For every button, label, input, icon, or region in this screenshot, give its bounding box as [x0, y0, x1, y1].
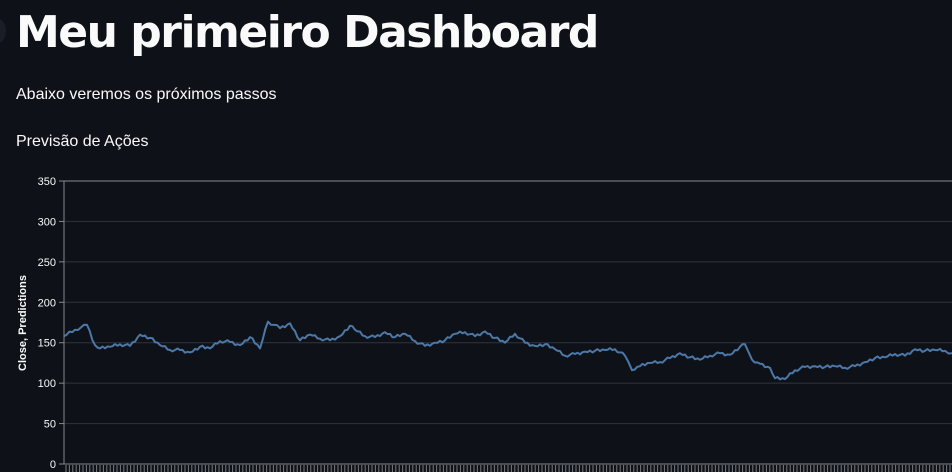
line-chart-svg[interactable]: 0 50 100 150 200 250 300 350 Close, Predictions: [0, 170, 952, 472]
sidebar-toggle-button[interactable]: [0, 18, 6, 44]
subtitle-text: Abaixo veremos os próximos passos: [16, 86, 277, 103]
y-tick-label: 100: [38, 378, 56, 390]
stock-prediction-chart[interactable]: 0 50 100 150 200 250 300 350 Close, Predictions: [0, 170, 952, 472]
y-tick-label: 250: [38, 257, 56, 269]
y-tick-label: 150: [38, 338, 56, 350]
y-tick-label: 300: [38, 216, 56, 228]
close-series-line[interactable]: [63, 320, 952, 381]
chart-gridlines: [64, 220, 952, 425]
y-axis-label: Close, Predictions: [17, 275, 29, 371]
y-tick-label: 0: [50, 459, 56, 471]
x-axis-ticks: [64, 463, 952, 472]
y-axis-ticks: 0 50 100 150 200 250 300 350: [38, 176, 64, 471]
y-tick-label: 200: [38, 297, 56, 309]
y-tick-label: 50: [44, 419, 56, 431]
page-title: Meu primeiro Dashboard: [16, 7, 599, 58]
y-tick-label: 350: [38, 176, 56, 188]
section-label: Previsão de Ações: [16, 133, 149, 150]
